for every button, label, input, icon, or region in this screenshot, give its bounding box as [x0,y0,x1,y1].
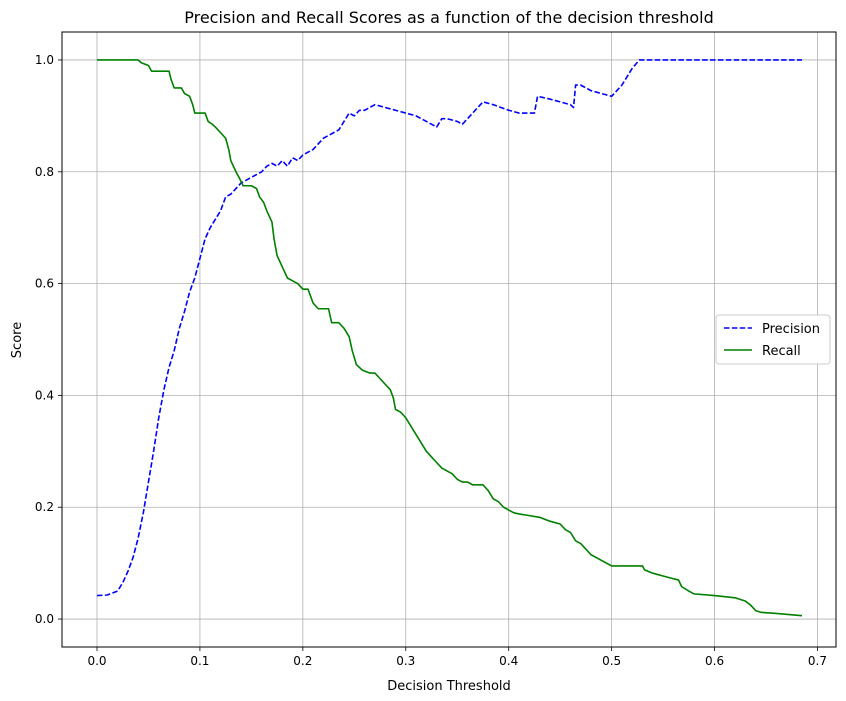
legend: Precision Recall [715,314,831,365]
legend-precision-label: Precision [762,322,820,337]
x-tick-label: 0.7 [808,654,827,668]
chart-title: Precision and Recall Scores as a functio… [184,8,714,27]
y-tick-label: 1.0 [35,53,54,67]
y-axis-label: Score [10,322,25,358]
series-line-precision [96,59,803,597]
y-axis-ticks: 0.0 0.2 0.4 0.6 0.8 1.0 [35,53,62,626]
x-tick-label: 0.3 [396,654,415,668]
x-tick-label: 0.6 [705,654,724,668]
legend-recall-label: Recall [762,344,801,359]
plot-area [62,32,836,647]
x-tick-label: 0.1 [190,654,209,668]
series-line-recall [96,59,803,617]
y-tick-label: 0.4 [35,388,54,402]
x-tick-label: 0.5 [602,654,621,668]
x-axis-ticks: 0.0 0.1 0.2 0.3 0.4 0.5 0.6 0.7 [87,647,827,668]
y-tick-label: 0.2 [35,500,54,514]
y-tick-label: 0.6 [35,277,54,291]
y-tick-label: 0.8 [35,165,54,179]
grid [62,32,836,647]
y-tick-label: 0.0 [35,612,54,626]
x-tick-label: 0.2 [293,654,312,668]
plot-frame [61,31,837,648]
series-layer [96,59,803,617]
x-axis-label: Decision Threshold [387,679,511,694]
x-tick-label: 0.4 [499,654,518,668]
x-tick-label: 0.0 [87,654,106,668]
